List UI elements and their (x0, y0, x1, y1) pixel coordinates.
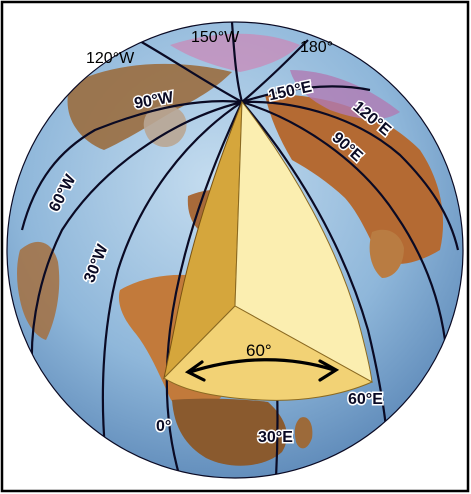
label-30E: 30°E (258, 429, 293, 446)
meridian-60E (241, 101, 390, 449)
label-150W: 150°W (191, 29, 240, 46)
landmass-southern-africa (172, 398, 287, 466)
angle-arrow (184, 358, 340, 382)
landmass-madagascar (294, 417, 313, 449)
meridian-120W (137, 39, 243, 103)
arrowhead-left (184, 360, 206, 382)
landmass-asia (265, 94, 444, 264)
wedge-face-left (163, 101, 243, 380)
angle-arc (188, 358, 336, 374)
landmass-greenland (143, 105, 187, 148)
landmass-north-america (67, 63, 233, 150)
meridian-30W (101, 101, 243, 461)
globe-outline (6, 21, 464, 479)
meridian-0 (165, 101, 243, 478)
label-120W: 120°W (86, 50, 135, 67)
label-0: 0° (156, 418, 171, 435)
meridian-90E (241, 100, 447, 341)
label-180: 180° (300, 39, 333, 56)
sector-wedge (163, 100, 374, 401)
meridian-180 (241, 39, 309, 103)
landmass-south-america-edge (17, 241, 60, 340)
label-60E: 60°E (348, 391, 383, 408)
landmass-siberia-purple (290, 70, 400, 120)
wedge-top-face (163, 305, 374, 401)
arrowhead-right (318, 359, 340, 382)
wedge-face-right (234, 100, 373, 383)
meridian-60W (30, 100, 243, 369)
meridian-120E (241, 100, 460, 251)
globe (6, 21, 464, 479)
meridian-90W (20, 100, 243, 231)
meridian-150E (241, 85, 371, 104)
landmass-india (369, 229, 404, 278)
meridian-150W (230, 22, 244, 103)
label-angle: 60° (246, 341, 272, 360)
